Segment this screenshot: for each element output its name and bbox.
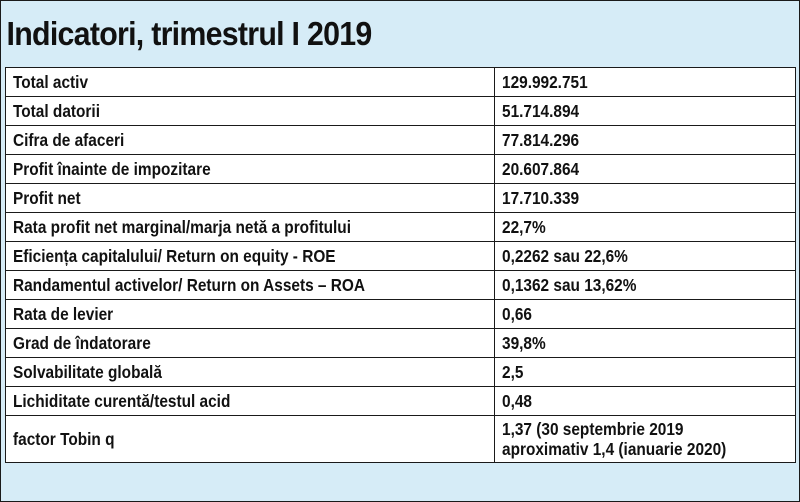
table-row: Total activ 129.992.751: [5, 67, 796, 97]
row-value-line: 1,37 (30 septembrie 2019: [502, 419, 684, 439]
table-row: factor Tobin q 1,37 (30 septembrie 2019 …: [5, 415, 796, 463]
row-value: 39,8%: [494, 328, 796, 358]
row-label: Grad de îndatorare: [5, 328, 495, 358]
row-label: factor Tobin q: [5, 415, 495, 463]
row-label: Profit înainte de impozitare: [5, 154, 495, 184]
row-value: 0,66: [494, 299, 796, 329]
row-value-line: aproximativ 1,4 (ianuarie 2020): [502, 439, 727, 459]
row-value: 2,5: [494, 357, 796, 387]
indicators-table: Total activ 129.992.751 Total datorii 51…: [5, 67, 796, 463]
table-row: Profit înainte de impozitare 20.607.864: [5, 154, 796, 184]
table-row: Profit net 17.710.339: [5, 183, 796, 213]
table-row: Solvabilitate globală 2,5: [5, 357, 796, 387]
table-row: Rata de levier 0,66: [5, 299, 796, 329]
row-value: 17.710.339: [494, 183, 796, 213]
row-value: 0,1362 sau 13,62%: [494, 270, 796, 300]
row-value: 51.714.894: [494, 96, 796, 126]
row-label: Solvabilitate globală: [5, 357, 495, 387]
table-row: Lichiditate curentă/testul acid 0,48: [5, 386, 796, 416]
table-row: Grad de îndatorare 39,8%: [5, 328, 796, 358]
row-value: 77.814.296: [494, 125, 796, 155]
row-value: 0,2262 sau 22,6%: [494, 241, 796, 271]
table-row: Cifra de afaceri 77.814.296: [5, 125, 796, 155]
row-label: Eficiența capitalului/ Return on equity …: [5, 241, 495, 271]
row-label: Lichiditate curentă/testul acid: [5, 386, 495, 416]
row-value: 22,7%: [494, 212, 796, 242]
row-value: 129.992.751: [494, 67, 796, 97]
row-label: Rata profit net marginal/marja netă a pr…: [5, 212, 495, 242]
row-label: Rata de levier: [5, 299, 495, 329]
table-row: Total datorii 51.714.894: [5, 96, 796, 126]
row-value: 0,48: [494, 386, 796, 416]
row-label: Cifra de afaceri: [5, 125, 495, 155]
table-row: Eficiența capitalului/ Return on equity …: [5, 241, 796, 271]
table-row: Randamentul activelor/ Return on Assets …: [5, 270, 796, 300]
row-label: Total datorii: [5, 96, 495, 126]
row-value: 20.607.864: [494, 154, 796, 184]
row-label: Profit net: [5, 183, 495, 213]
table-row: Rata profit net marginal/marja netă a pr…: [5, 212, 796, 242]
row-value: 1,37 (30 septembrie 2019 aproximativ 1,4…: [494, 415, 796, 463]
row-label: Randamentul activelor/ Return on Assets …: [5, 270, 495, 300]
panel-title: Indicatori, trimestrul I 2019: [6, 15, 373, 52]
row-label: Total activ: [5, 67, 495, 97]
